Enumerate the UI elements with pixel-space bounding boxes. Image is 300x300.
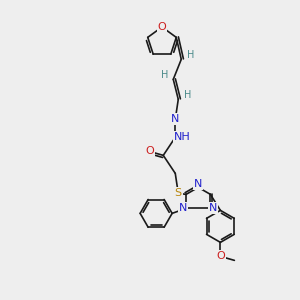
Text: H: H: [187, 50, 194, 60]
Text: O: O: [145, 146, 154, 156]
Text: O: O: [216, 251, 225, 261]
Text: N: N: [194, 179, 202, 189]
Text: NH: NH: [174, 132, 190, 142]
Text: O: O: [158, 22, 166, 32]
Text: H: H: [184, 90, 191, 100]
Text: N: N: [209, 203, 218, 213]
Text: S: S: [175, 188, 182, 198]
Text: N: N: [179, 203, 187, 213]
Text: H: H: [160, 70, 168, 80]
Text: N: N: [171, 114, 179, 124]
